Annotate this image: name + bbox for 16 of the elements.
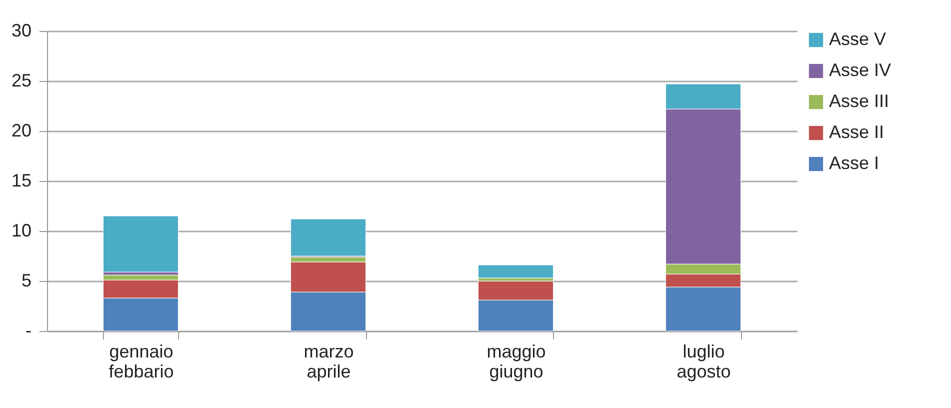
legend-label: Asse I — [829, 153, 880, 173]
y-tick-label: 5 — [21, 270, 32, 290]
y-tick-label: 15 — [11, 170, 32, 190]
legend-label: Asse IV — [829, 60, 892, 80]
x-tick-label: maggio giugno — [486, 342, 546, 382]
y-tick-label: - — [26, 320, 32, 340]
legend-label: Asse V — [829, 29, 886, 49]
y-tick-label: 10 — [11, 220, 32, 240]
legend-label: Asse II — [829, 122, 884, 142]
x-tick-label: gennaio febbario — [108, 342, 174, 382]
y-tick-label: 20 — [11, 120, 32, 140]
legend-label: Asse III — [829, 91, 890, 111]
y-tick-label: 25 — [11, 70, 32, 90]
x-tick-label: marzo aprile — [304, 342, 354, 382]
x-tick-label: luglio agosto — [676, 342, 731, 382]
y-tick-label: 30 — [11, 20, 32, 40]
